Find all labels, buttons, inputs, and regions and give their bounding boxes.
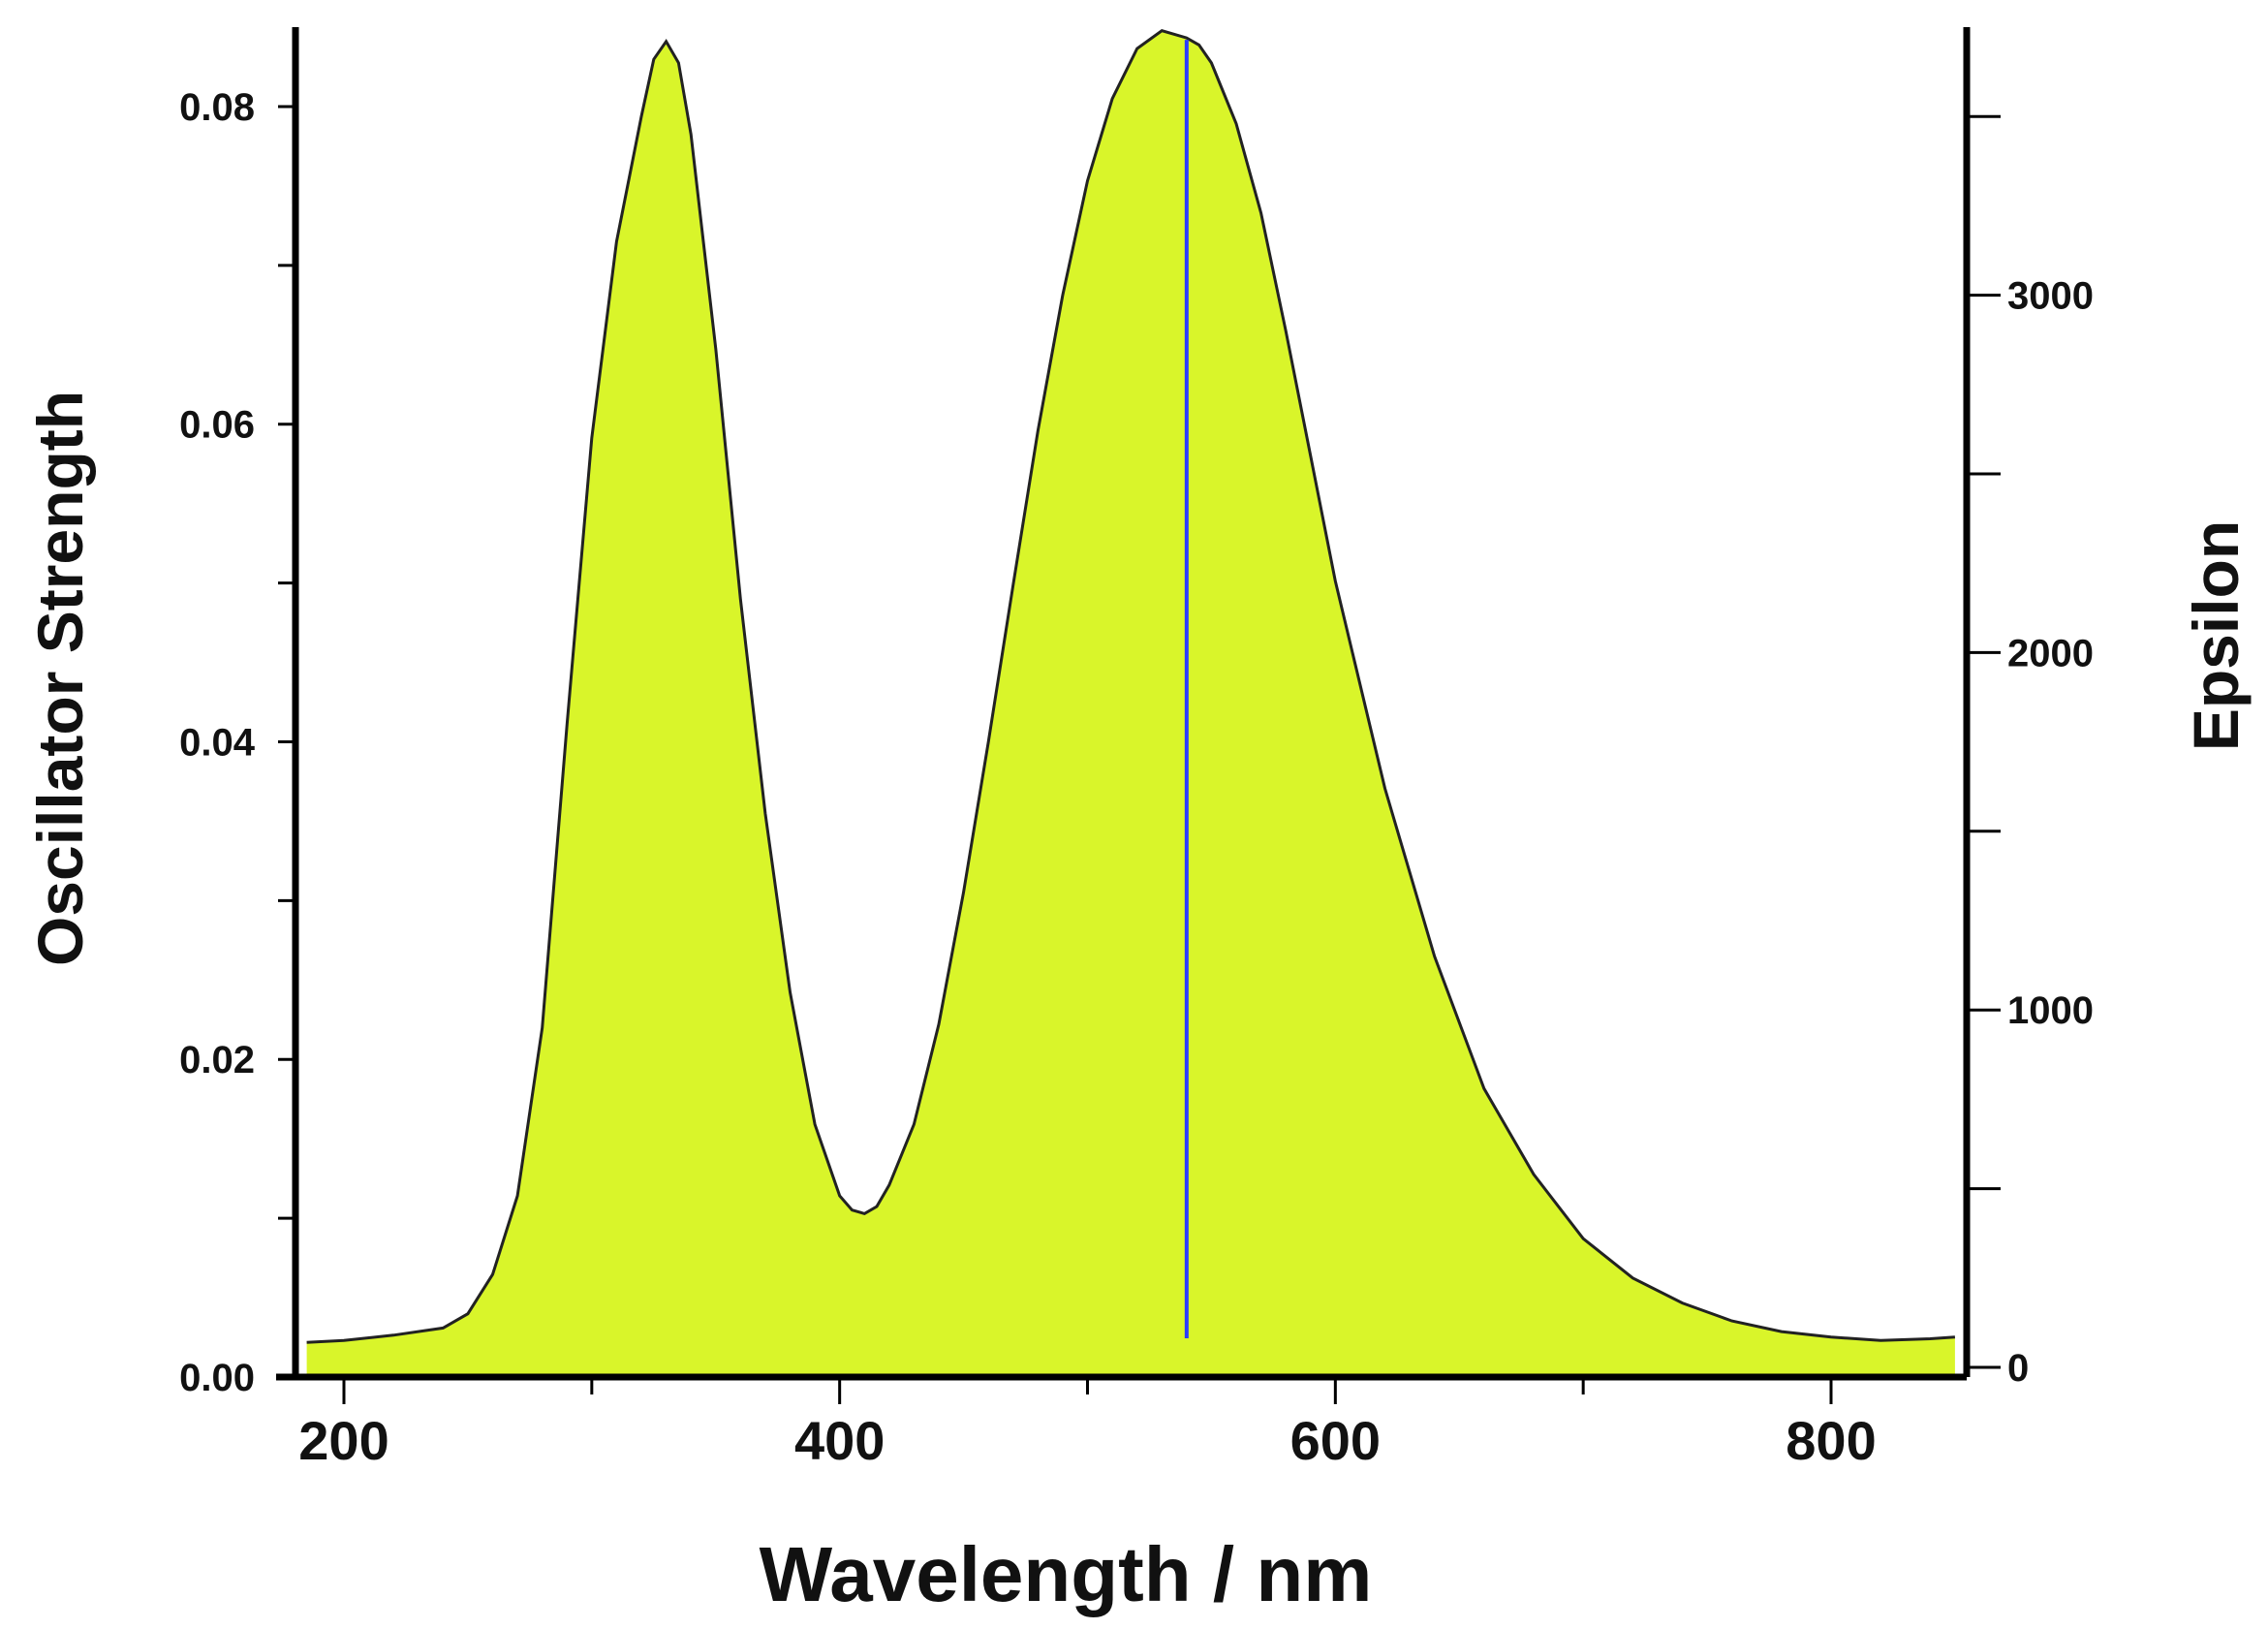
bottom-axis-tick-label: 400 (794, 1410, 885, 1471)
spectrum-area-fill (306, 30, 1955, 1378)
right-axis-tick-label: 0 (2007, 1347, 2029, 1390)
bottom-axis-tick-label: 600 (1290, 1410, 1381, 1471)
left-axis-tick-label: 0.00 (179, 1357, 255, 1399)
left-axis-ticks: 0.00 0.02 0.04 0.06 0.08 (179, 86, 295, 1399)
left-axis-tick-label: 0.02 (179, 1039, 255, 1081)
bottom-axis-tick-label: 200 (298, 1410, 388, 1471)
bottom-axis-ticks: 200 400 600 800 (298, 1377, 1877, 1471)
left-axis-tick-label: 0.08 (179, 86, 255, 129)
right-axis-tick-label: 3000 (2007, 275, 2094, 318)
right-axis-ticks: 0 1000 2000 3000 (1967, 114, 2094, 1390)
left-axis-tick-label: 0.04 (179, 721, 256, 764)
bottom-axis-tick-label: 800 (1786, 1410, 1876, 1471)
y2-axis-title: Epsilon (2180, 520, 2252, 751)
right-axis-tick-label: 1000 (2007, 989, 2094, 1032)
y-axis-title: Oscillator Strength (24, 391, 96, 966)
x-axis-title: Wavelength / nm (760, 1531, 1373, 1617)
right-axis-tick-label: 2000 (2007, 632, 2094, 674)
spectrum-curve (306, 29, 1956, 1344)
left-axis-tick-label: 0.06 (179, 404, 255, 447)
